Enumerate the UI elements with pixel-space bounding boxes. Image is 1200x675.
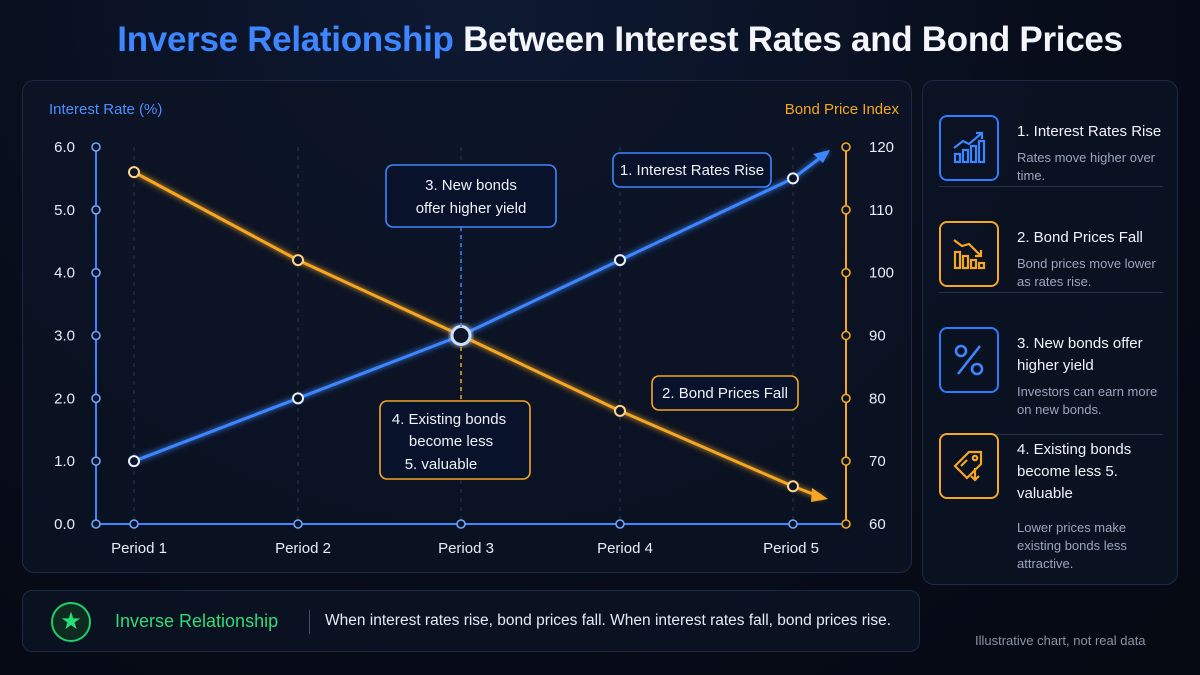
annotation-existing-line2: become less xyxy=(409,433,493,450)
left-tick-marker xyxy=(91,267,101,278)
title-highlight: Inverse Relationship xyxy=(117,20,454,59)
interest-rate-line xyxy=(133,150,829,463)
bond-price-point xyxy=(128,166,140,179)
annotation-rates-rise-box xyxy=(612,152,772,188)
right-tick-marker xyxy=(841,519,851,529)
left-tick-marker xyxy=(91,519,101,529)
step-3-desc: Investors can earn more on new bonds. xyxy=(1017,384,1158,417)
left-axis-label: Interest Rate (%) xyxy=(49,101,162,118)
bond-price-point xyxy=(292,254,304,267)
right-tick-label: 100 xyxy=(869,265,894,282)
right-tick-label: 110 xyxy=(869,202,893,219)
x-tick-marker xyxy=(293,519,303,529)
right-tick-marker xyxy=(841,205,851,215)
right-tick-marker xyxy=(841,456,851,466)
x-tick-label: Period 3 xyxy=(438,540,494,557)
right-tick-marker xyxy=(841,142,851,152)
title-rest: Between Interest Rates and Bond Prices xyxy=(463,20,1123,59)
dual-axis-line-chart: 6.0 5.0 4.0 3.0 2.0 1.0 0.0 120 110 100 90 80 70 60 Pe… xyxy=(49,101,900,557)
right-tick-label: 60 xyxy=(869,516,886,533)
x-tick-label: Period 4 xyxy=(597,540,653,557)
falling-bar-chart-icon xyxy=(939,221,999,287)
left-tick-marker xyxy=(91,142,101,152)
left-tick-label: 2.0 xyxy=(54,390,75,407)
right-tick-label: 70 xyxy=(869,453,886,470)
bond-price-point xyxy=(787,480,799,493)
step-2-desc: Bond prices move lower as rates rise. xyxy=(1017,256,1156,289)
bond-price-point xyxy=(614,404,626,417)
annotation-existing-line3: 5. valuable xyxy=(405,456,478,473)
rising-bar-chart-icon xyxy=(939,115,999,181)
summary-label: Inverse Relationship xyxy=(115,611,279,631)
divider xyxy=(939,434,1163,435)
left-tick-marker xyxy=(91,456,101,466)
right-tick-marker xyxy=(841,330,851,341)
interest-rate-arrowhead xyxy=(813,150,830,163)
left-tick-marker xyxy=(91,205,101,215)
annotation-rates-rise: 1. Interest Rates Rise xyxy=(620,162,764,179)
left-tick-label: 6.0 xyxy=(54,139,75,156)
left-tick-label: 1.0 xyxy=(54,453,75,470)
annotation-new-bonds-line2: offer higher yield xyxy=(416,200,527,217)
left-tick-label: 4.0 xyxy=(54,265,75,282)
step-1-desc: Rates move higher over time. xyxy=(1017,150,1156,183)
annotation-existing-line1: 4. Existing bonds xyxy=(392,411,506,428)
step-4: 4. Existing bonds become less 5. valuabl… xyxy=(939,399,1163,571)
percent-icon xyxy=(939,327,999,393)
step-1-title: 1. Interest Rates Rise xyxy=(1017,123,1162,140)
interest-rate-point xyxy=(614,254,626,267)
right-tick-label: 120 xyxy=(869,139,894,156)
left-tick-marker xyxy=(91,330,101,341)
right-tick-marker xyxy=(841,393,851,404)
annotation-existing-box xyxy=(379,400,531,480)
left-tick-label: 3.0 xyxy=(54,328,75,345)
right-tick-label: 90 xyxy=(869,328,886,345)
summary-text: When interest rates rise, bond prices fa… xyxy=(325,612,891,629)
x-tick-label: Period 5 xyxy=(763,540,819,557)
step-2-title: 2. Bond Prices Fall xyxy=(1017,229,1143,246)
step-2: 2. Bond Prices Fall Bond prices move low… xyxy=(939,187,1163,293)
interest-rate-point xyxy=(787,172,799,185)
divider xyxy=(309,610,310,634)
right-axis-label: Bond Price Index xyxy=(785,101,900,118)
x-tick-label: Period 2 xyxy=(275,540,331,557)
right-tick-label: 80 xyxy=(869,390,886,407)
interest-rate-point xyxy=(128,455,140,468)
chart-panel: 6.0 5.0 4.0 3.0 2.0 1.0 0.0 120 110 100 90 80 70 60 Pe… xyxy=(22,80,912,573)
steps-panel: 1. Interest Rates Rise Rates move higher… xyxy=(922,80,1178,585)
page-title: Inverse Relationship Between Interest Ra… xyxy=(0,20,1200,60)
star-icon: ★ xyxy=(51,602,91,642)
bond-price-arrowhead xyxy=(811,488,828,502)
left-tick-marker xyxy=(91,393,101,404)
step-4-title: 4. Existing bonds become less 5. valuabl… xyxy=(1017,441,1132,502)
x-tick-marker xyxy=(788,519,798,529)
x-tick-label: Period 1 xyxy=(111,540,167,557)
x-tick-marker xyxy=(129,519,139,529)
x-tick-marker xyxy=(456,519,466,529)
step-3: 3. New bonds offer higher yield Investor… xyxy=(939,293,1163,435)
step-3-title: 3. New bonds offer higher yield xyxy=(1017,335,1143,374)
step-4-desc: Lower prices make existing bonds less at… xyxy=(1017,520,1127,571)
x-tick-marker xyxy=(615,519,625,529)
footnote: Illustrative chart, not real data xyxy=(975,633,1146,648)
annotation-prices-fall: 2. Bond Prices Fall xyxy=(662,385,788,402)
divider xyxy=(939,292,1163,293)
price-tag-down-icon xyxy=(939,433,999,499)
divider xyxy=(939,186,1163,187)
left-tick-label: 0.0 xyxy=(54,516,75,533)
annotation-prices-fall-box xyxy=(651,375,799,411)
annotation-new-bonds-box xyxy=(385,164,557,228)
right-tick-marker xyxy=(841,267,851,278)
annotation-new-bonds-line1: 3. New bonds xyxy=(425,177,517,194)
step-1: 1. Interest Rates Rise Rates move higher… xyxy=(939,81,1163,187)
crossing-point xyxy=(450,325,472,346)
interest-rate-point xyxy=(292,392,304,405)
summary-bar: ★ Inverse Relationship When interest rat… xyxy=(22,590,920,652)
left-tick-label: 5.0 xyxy=(54,202,75,219)
